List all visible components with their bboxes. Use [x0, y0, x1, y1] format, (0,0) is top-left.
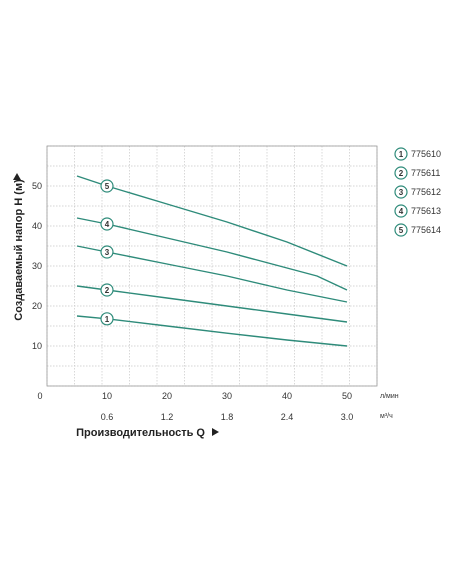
legend-badge-circle: [394, 147, 408, 161]
y-axis-title: Создаваемый напор H (м): [13, 173, 25, 321]
x-tick-label: 30: [222, 391, 232, 401]
legend-badge-number: 5: [399, 226, 404, 235]
chart-legend: 1 775610 2 775611 3 775612 4 775613 5 775614: [394, 147, 441, 237]
chart-axes: 10 20 30 40 50 0 10 20 30 40 50 0.6 1.2 1.8 2.4 3.0: [32, 145, 378, 422]
legend-item-775610: 1 775610: [394, 147, 441, 161]
x-tick-label: 40: [282, 391, 292, 401]
x-tick-label: 10: [102, 391, 112, 401]
y-axis-arrow-icon: [13, 173, 21, 180]
legend-item-775612: 3 775612: [394, 185, 441, 199]
series-badge-circle: [100, 312, 114, 326]
legend-label: 775614: [411, 225, 441, 235]
x-axis-title-text: Производительность Q: [76, 427, 205, 439]
x2-tick-label: 2.4: [281, 412, 294, 422]
series-badge-number: 5: [105, 182, 110, 191]
plot-frame: [46, 145, 378, 387]
x2-tick-label: 1.2: [161, 412, 174, 422]
legend-item-775613: 4 775613: [394, 204, 441, 218]
series-badge-775612: 3: [100, 245, 114, 259]
series-badge-775614: 5: [100, 179, 114, 193]
legend-badge-circle: [394, 185, 408, 199]
chart-series: 1 2 3 4 5: [76, 175, 348, 347]
x-axis-arrow-icon: [212, 428, 219, 436]
legend-item-775614: 5 775614: [394, 223, 441, 237]
legend-label: 775611: [411, 168, 440, 178]
y-axis-title-text: Создаваемый напор H (м): [13, 179, 25, 321]
legend-badge-number: 3: [399, 188, 404, 197]
legend-badge-number: 2: [399, 169, 404, 178]
x-tick-label: 0: [37, 391, 42, 401]
series-badge-775611: 2: [100, 283, 114, 297]
x2-tick-label: 1.8: [221, 412, 234, 422]
legend-badge-number: 4: [399, 207, 404, 216]
series-badge-775613: 4: [100, 217, 114, 231]
x-axis-unit-flow: л/мин: [380, 393, 399, 400]
x2-tick-label: 3.0: [341, 412, 354, 422]
series-badge-number: 1: [105, 315, 110, 324]
legend-badge-circle: [394, 166, 408, 180]
x2-tick-label: 0.6: [101, 412, 114, 422]
series-badge-circle: [100, 245, 114, 259]
x-axis-unit-volume: м³/ч: [380, 413, 393, 420]
series-badge-775610: 1: [100, 312, 114, 326]
x-tick-label: 50: [342, 391, 352, 401]
legend-label: 775612: [411, 187, 441, 197]
series-badge-number: 3: [105, 248, 110, 257]
x-axis-title: Производительность Q: [76, 427, 219, 439]
legend-badge-number: 1: [399, 150, 404, 159]
legend-item-775611: 2 775611: [394, 166, 440, 180]
series-badge-number: 2: [105, 286, 110, 295]
legend-badge-circle: [394, 204, 408, 218]
y-tick-label: 30: [32, 261, 42, 271]
chart-grid: [46, 145, 378, 387]
y-tick-label: 20: [32, 301, 42, 311]
legend-badge-circle: [394, 223, 408, 237]
series-badge-circle: [100, 283, 114, 297]
legend-label: 775613: [411, 206, 441, 216]
y-tick-label: 50: [32, 181, 42, 191]
series-badge-circle: [100, 217, 114, 231]
series-badge-number: 4: [105, 220, 110, 229]
x-tick-label: 20: [162, 391, 172, 401]
y-tick-label: 40: [32, 221, 42, 231]
series-badge-circle: [100, 179, 114, 193]
legend-label: 775610: [411, 149, 441, 159]
y-tick-label: 10: [32, 341, 42, 351]
